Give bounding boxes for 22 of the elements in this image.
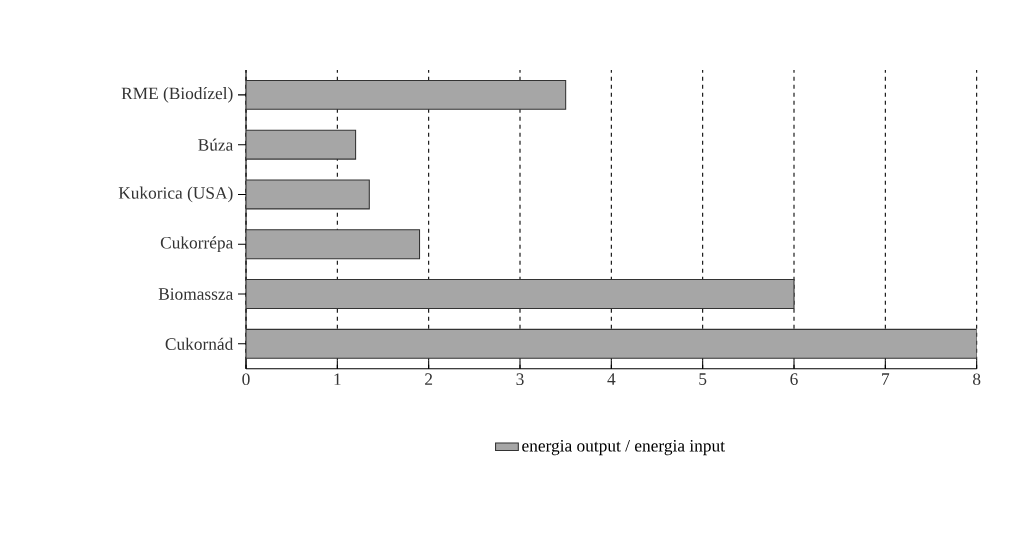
bar [246,229,421,260]
x-tick-label: 8 [973,373,981,386]
bar [246,79,567,110]
y-tick-label: Cukorrépa [160,236,234,253]
x-tick-label: 0 [242,373,250,386]
legend-label: energia output / energia input [522,439,725,456]
x-tick-label: 1 [334,373,341,385]
x-tick-label: 7 [882,373,890,385]
y-tick-label: RME (Biodízel) [121,87,233,103]
x-tick-label: 2 [425,373,433,385]
x-tick-label: 4 [607,373,616,385]
y-tick-label: Cukornád [165,337,234,350]
bar [246,279,795,309]
y-tick-label: Biomassza [158,288,234,300]
bar [246,328,977,359]
bar [246,179,370,210]
x-tick-label: 5 [699,373,707,385]
y-tick-label: Kukorica (USA) [118,186,233,203]
x-tick-label: 3 [516,373,524,386]
x-tick-label: 6 [790,373,798,386]
y-tick-label: Búza [198,138,234,151]
bar [246,129,357,160]
